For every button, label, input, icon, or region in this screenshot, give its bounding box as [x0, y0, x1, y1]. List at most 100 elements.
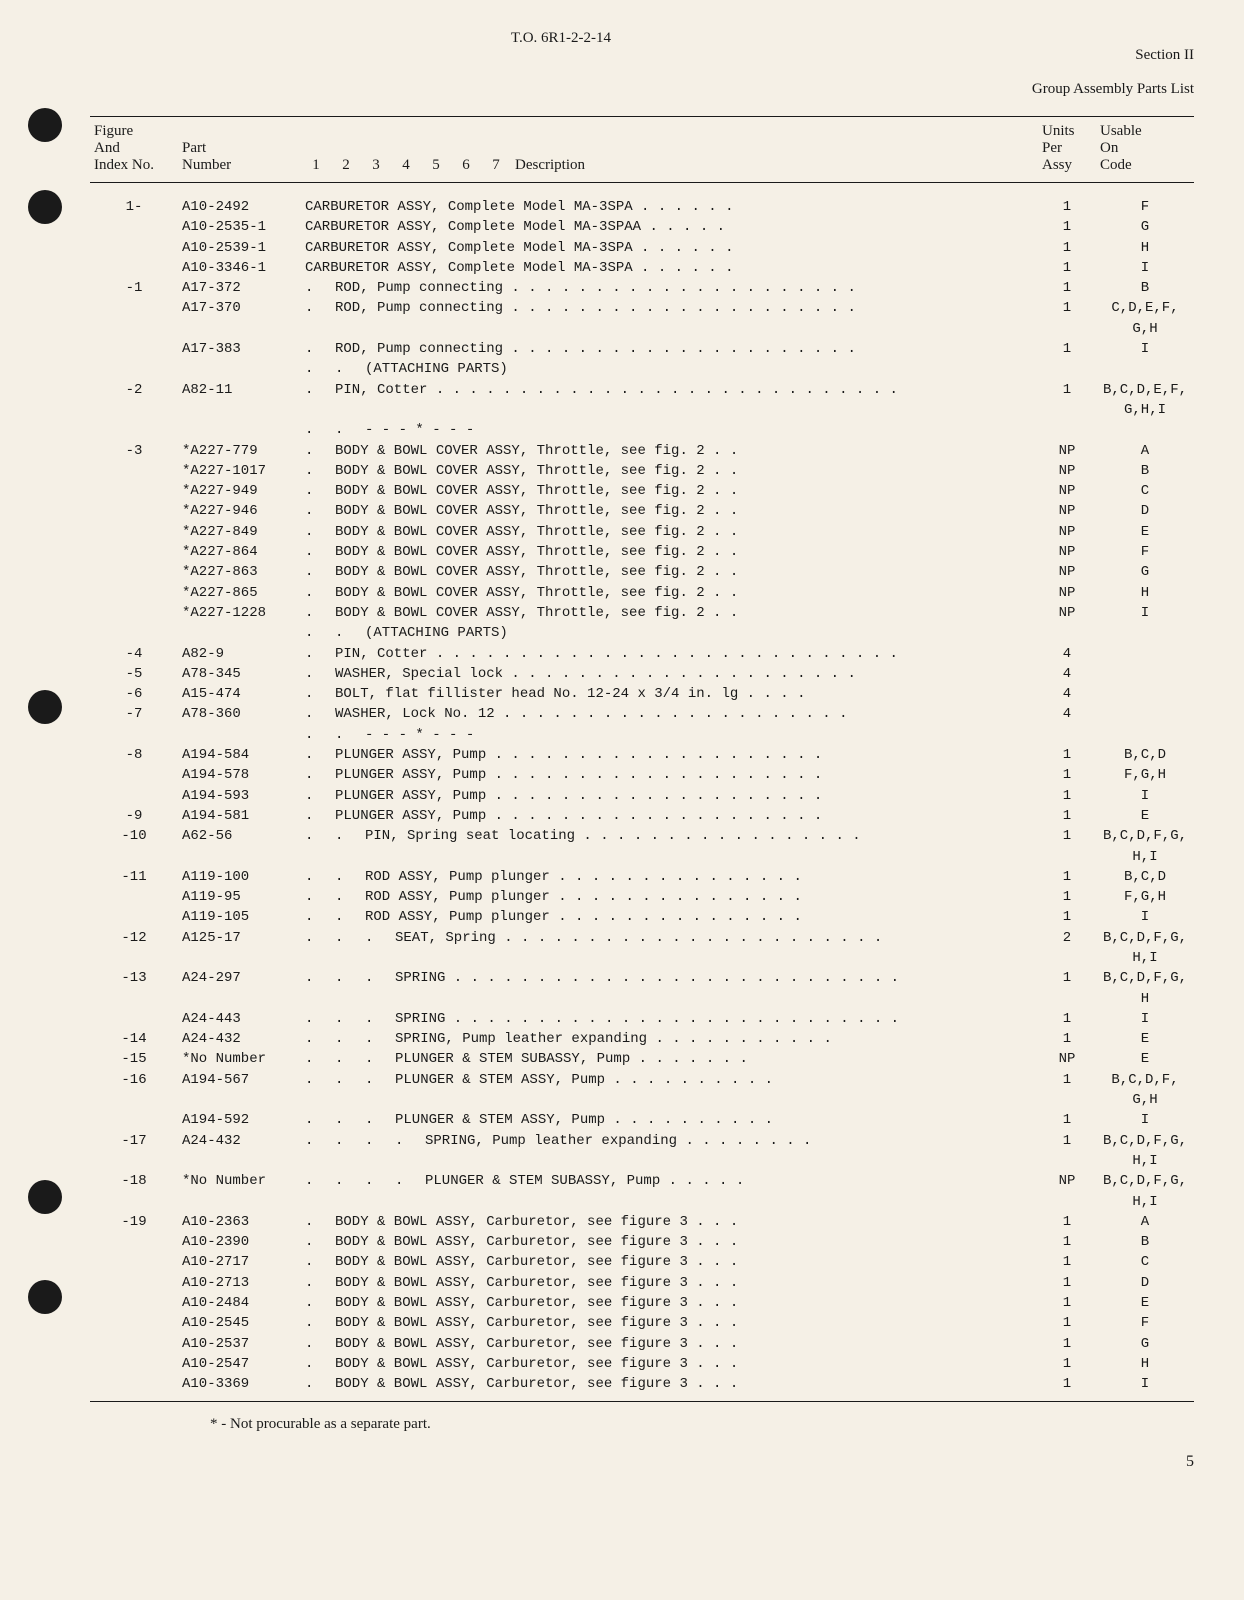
col-1: 1 [301, 117, 331, 183]
cell-part-number: *A227-949 [178, 481, 301, 501]
cell-description: BODY & BOWL ASSY, Carburetor, see figure… [331, 1252, 1038, 1272]
cell-part-number: A119-95 [178, 887, 301, 907]
cell-units: 1 [1038, 1212, 1096, 1232]
cell-units: 2 [1038, 928, 1096, 969]
cell-code: I [1096, 1009, 1194, 1029]
cell-indent: . [331, 1009, 361, 1029]
cell-indent: . [301, 806, 331, 826]
table-row: ..(ATTACHING PARTS) [90, 623, 1194, 643]
table-row [90, 183, 1194, 198]
col-4: 4 [391, 117, 421, 183]
cell-indent: . [301, 1131, 331, 1172]
cell-indent: . [301, 278, 331, 298]
cell-part-number [178, 420, 301, 440]
table-row: A17-370.ROD, Pump connecting . . . . . .… [90, 298, 1194, 339]
cell-index [90, 359, 178, 379]
cell-indent: . [301, 420, 331, 440]
cell-code: I [1096, 339, 1194, 359]
cell-description: CARBURETOR ASSY, Complete Model MA-3SPA … [301, 238, 1038, 258]
cell-part-number: *A227-1228 [178, 603, 301, 623]
cell-indent: . [331, 887, 361, 907]
table-row: A24-443...SPRING . . . . . . . . . . . .… [90, 1009, 1194, 1029]
cell-code: E [1096, 1029, 1194, 1049]
cell-part-number: *A227-864 [178, 542, 301, 562]
cell-index [90, 907, 178, 927]
cell-description: PLUNGER ASSY, Pump . . . . . . . . . . .… [331, 806, 1038, 826]
cell-indent: . [301, 461, 331, 481]
table-row: *A227-865.BODY & BOWL COVER ASSY, Thrott… [90, 583, 1194, 603]
cell-indent: . [301, 1070, 331, 1111]
cell-part-number [178, 359, 301, 379]
cell-indent: . [331, 1131, 361, 1172]
table-row: A10-2484.BODY & BOWL ASSY, Carburetor, s… [90, 1293, 1194, 1313]
cell-units: 1 [1038, 197, 1096, 217]
cell-index [90, 786, 178, 806]
cell-indent: . [361, 1009, 391, 1029]
cell-description: BODY & BOWL ASSY, Carburetor, see figure… [331, 1232, 1038, 1252]
col-5: 5 [421, 117, 451, 183]
section-line1: Section II [1135, 47, 1194, 63]
punch-hole [28, 1280, 62, 1314]
cell-description: PLUNGER & STEM ASSY, Pump . . . . . . . … [391, 1110, 1038, 1130]
cell-code [1096, 704, 1194, 724]
cell-index: -14 [90, 1029, 178, 1049]
cell-indent: . [301, 1171, 331, 1212]
cell-part-number: *A227-1017 [178, 461, 301, 481]
cell-indent: . [361, 1131, 391, 1172]
table-row: -13A24-297...SPRING . . . . . . . . . . … [90, 968, 1194, 1009]
cell-indent: . [301, 1110, 331, 1130]
cell-units: 1 [1038, 1110, 1096, 1130]
cell-part-number: A194-584 [178, 745, 301, 765]
cell-index [90, 1334, 178, 1354]
table-row: A119-105..ROD ASSY, Pump plunger . . . .… [90, 907, 1194, 927]
cell-part-number: A82-9 [178, 644, 301, 664]
cell-indent: . [331, 359, 361, 379]
cell-indent: . [301, 339, 331, 359]
cell-part-number [178, 725, 301, 745]
table-row: A119-95..ROD ASSY, Pump plunger . . . . … [90, 887, 1194, 907]
cell-units: 4 [1038, 664, 1096, 684]
cell-units: 1 [1038, 806, 1096, 826]
cell-part-number: *No Number [178, 1171, 301, 1212]
cell-part-number [178, 623, 301, 643]
cell-code: B [1096, 1232, 1194, 1252]
cell-indent: . [301, 583, 331, 603]
col-6: 6 [451, 117, 481, 183]
table-row: *A227-863.BODY & BOWL COVER ASSY, Thrott… [90, 562, 1194, 582]
cell-code: F,G,H [1096, 887, 1194, 907]
cell-indent: . [301, 501, 331, 521]
cell-description: - - - * - - - [361, 420, 1038, 440]
cell-code: I [1096, 603, 1194, 623]
cell-index [90, 1252, 178, 1272]
cell-indent: . [301, 1293, 331, 1313]
cell-part-number: A119-100 [178, 867, 301, 887]
cell-index [90, 298, 178, 339]
cell-index [90, 725, 178, 745]
cell-part-number: A17-372 [178, 278, 301, 298]
cell-indent: . [361, 1029, 391, 1049]
cell-part-number: A78-345 [178, 664, 301, 684]
cell-indent: . [361, 928, 391, 969]
cell-code: G [1096, 217, 1194, 237]
cell-indent: . [301, 1009, 331, 1029]
cell-code [1096, 664, 1194, 684]
punch-hole [28, 1180, 62, 1214]
cell-description: PLUNGER ASSY, Pump . . . . . . . . . . .… [331, 765, 1038, 785]
cell-index: -7 [90, 704, 178, 724]
cell-indent: . [301, 603, 331, 623]
table-row: -15*No Number...PLUNGER & STEM SUBASSY, … [90, 1049, 1194, 1069]
cell-part-number: *A227-863 [178, 562, 301, 582]
cell-units: 1 [1038, 217, 1096, 237]
cell-part-number: A194-567 [178, 1070, 301, 1111]
cell-code: E [1096, 806, 1194, 826]
cell-description: SEAT, Spring . . . . . . . . . . . . . .… [391, 928, 1038, 969]
cell-units: 1 [1038, 339, 1096, 359]
cell-index [90, 217, 178, 237]
cell-part-number: A10-3346-1 [178, 258, 301, 278]
table-row: A10-3346-1CARBURETOR ASSY, Complete Mode… [90, 258, 1194, 278]
cell-indent: . [331, 623, 361, 643]
cell-description: PLUNGER & STEM SUBASSY, Pump . . . . . .… [391, 1049, 1038, 1069]
cell-indent: . [301, 522, 331, 542]
cell-indent: . [361, 1110, 391, 1130]
cell-index [90, 562, 178, 582]
